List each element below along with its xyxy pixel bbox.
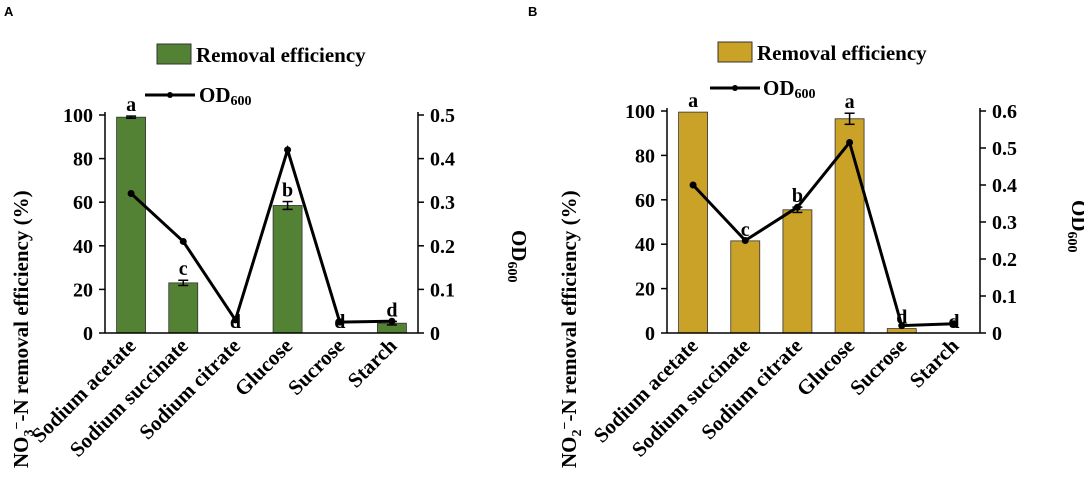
y-tick-label-left: 40 — [73, 236, 93, 258]
y-tick-label-left: 20 — [73, 279, 93, 301]
od-point — [898, 322, 906, 330]
od-point — [793, 203, 801, 211]
y-tick-label-left: 100 — [625, 101, 655, 123]
od-point — [846, 138, 854, 146]
bar — [782, 209, 813, 334]
od-point — [689, 181, 697, 189]
y-tick-label-right: 0 — [992, 323, 1002, 345]
panel-a: A Removal efficiency OD600 NO3−-N remova… — [4, 4, 531, 468]
significance-label: a — [845, 91, 855, 113]
od-line — [130, 144, 392, 324]
significance-label: d — [896, 307, 907, 329]
x-category-label: Starch — [905, 333, 964, 392]
legend: Removal efficiency OD600 — [145, 43, 366, 109]
y-tick-label-left: 80 — [635, 145, 655, 167]
y-tick-label-right: 0.4 — [992, 175, 1017, 197]
y-tick-label-left: 60 — [635, 190, 655, 212]
od-point — [388, 317, 396, 325]
bar — [168, 282, 199, 334]
legend: Removal efficiency OD600 — [710, 41, 927, 102]
legend-bar-swatch — [717, 41, 753, 63]
y-tick-label-left: 60 — [73, 192, 93, 214]
x-category-label: Sucrose — [845, 334, 911, 400]
panel-label: A — [4, 4, 14, 19]
legend-line-label: OD600 — [763, 76, 816, 102]
y-tick-label-left: 80 — [73, 149, 93, 171]
od-point — [231, 316, 239, 324]
x-category-label: Sucrose — [283, 334, 349, 400]
y-tick-label-right: 0.3 — [992, 212, 1017, 234]
legend-line-label: OD600 — [199, 83, 252, 109]
y-tick-label-right: 0.6 — [992, 101, 1017, 123]
od-point — [950, 320, 958, 328]
od-point — [741, 237, 749, 244]
panel-b: B Removal efficiency OD600 NO2−-N remova… — [528, 4, 1084, 468]
legend-bar-swatch — [156, 43, 192, 65]
y-tick-label-right: 0 — [430, 323, 440, 345]
significance-label: c — [179, 258, 188, 280]
y-axis-left-label: NO3−-N removal efficiency (%) — [9, 190, 37, 468]
y-tick-label-right: 0.2 — [992, 249, 1017, 271]
od-point — [127, 189, 135, 197]
y-tick-label-right: 0.2 — [430, 236, 455, 258]
bar — [678, 111, 708, 334]
panel-label: B — [528, 4, 537, 19]
y-axis-left-label: NO2−-N removal efficiency (%) — [557, 190, 585, 468]
y-tick-label-right: 0.1 — [430, 279, 455, 301]
legend-bar-label: Removal efficiency — [757, 41, 927, 65]
bar — [116, 116, 146, 334]
legend-line-marker — [167, 92, 173, 98]
significance-label: d — [386, 299, 397, 321]
y-tick-label-right: 0.5 — [992, 138, 1017, 160]
x-category-label: Starch — [343, 333, 402, 392]
y-tick-label-right: 0.1 — [992, 286, 1017, 308]
y-tick-label-left: 20 — [635, 279, 655, 301]
od-line — [691, 139, 954, 328]
legend-bar-label: Removal efficiency — [196, 43, 366, 67]
x-category-label: Glucose — [230, 334, 297, 401]
x-category-label: Glucose — [792, 334, 859, 401]
y-tick-label-right: 0.5 — [430, 105, 455, 127]
y-tick-label-left: 0 — [645, 323, 655, 345]
y-tick-label-left: 0 — [83, 323, 93, 345]
significance-label: c — [741, 219, 750, 241]
y-tick-label-right: 0.3 — [430, 192, 455, 214]
od-point — [336, 318, 344, 326]
bar — [272, 205, 303, 334]
y-axis-right-label: OD600 — [504, 230, 531, 283]
bar — [834, 118, 865, 334]
legend-line-marker — [732, 85, 738, 91]
y-tick-label-left: 100 — [63, 105, 93, 127]
significance-label: b — [792, 185, 803, 207]
significance-label: b — [282, 180, 293, 202]
y-axis-right-label: OD600 — [1064, 200, 1084, 253]
od-point — [284, 146, 292, 154]
bar — [730, 240, 761, 334]
y-tick-label-right: 0.4 — [430, 149, 455, 171]
od-point — [179, 237, 187, 245]
significance-label: a — [688, 90, 698, 112]
y-tick-label-left: 40 — [635, 234, 655, 256]
significance-label: a — [126, 94, 136, 116]
